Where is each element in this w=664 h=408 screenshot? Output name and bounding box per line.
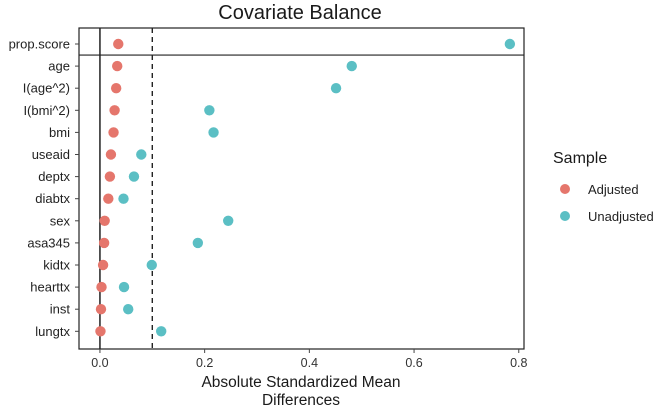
x-axis-label-line-1: Absolute Standardized Mean bbox=[201, 374, 400, 391]
point-unadjusted-i-age-2 bbox=[330, 83, 342, 94]
point-unadjusted-prop-score bbox=[504, 38, 516, 50]
legend-title: Sample bbox=[553, 150, 607, 167]
y-tick-label-deptx: deptx bbox=[38, 169, 70, 184]
y-tick-label-i-bmi-2: I(bmi^2) bbox=[23, 103, 70, 118]
x-tick-label-2: 0.4 bbox=[301, 356, 318, 370]
point-adjusted-useaid bbox=[105, 149, 117, 160]
legend: Sample Adjusted Unadjusted bbox=[553, 150, 654, 224]
legend-label-adjusted: Adjusted bbox=[588, 182, 639, 197]
point-adjusted-sex bbox=[99, 215, 110, 226]
y-tick-label-inst: inst bbox=[50, 302, 71, 317]
point-unadjusted-asa345 bbox=[192, 237, 204, 249]
point-unadjusted-i-bmi-2 bbox=[204, 105, 215, 116]
point-adjusted-diabtx bbox=[103, 193, 114, 204]
point-unadjusted-useaid bbox=[136, 149, 147, 160]
legend-marker-adjusted bbox=[560, 184, 570, 194]
y-tick-label-asa345: asa345 bbox=[27, 235, 70, 250]
point-unadjusted-age bbox=[346, 60, 357, 72]
x-tick-label-0: 0.0 bbox=[91, 356, 108, 370]
point-adjusted-lungtx bbox=[95, 326, 106, 337]
point-unadjusted-bmi bbox=[208, 127, 219, 138]
y-tick-label-prop-score: prop.score bbox=[9, 37, 70, 52]
legend-marker-unadjusted bbox=[560, 211, 570, 221]
y-tick-label-hearttx: hearttx bbox=[30, 280, 70, 295]
point-unadjusted-diabtx bbox=[118, 193, 129, 204]
point-adjusted-i-bmi-2 bbox=[109, 105, 120, 116]
point-unadjusted-deptx bbox=[128, 171, 140, 182]
point-unadjusted-lungtx bbox=[155, 326, 167, 337]
y-tick-label-lungtx: lungtx bbox=[35, 324, 70, 339]
point-adjusted-deptx bbox=[104, 171, 116, 182]
point-unadjusted-kidtx bbox=[146, 259, 157, 271]
y-tick-label-diabtx: diabtx bbox=[35, 191, 70, 206]
y-tick-label-kidtx: kidtx bbox=[43, 258, 70, 273]
point-adjusted-inst bbox=[95, 304, 107, 315]
x-tick-label-1: 0.2 bbox=[196, 356, 213, 370]
x-axis-label-line-2: Differences bbox=[262, 392, 340, 408]
point-adjusted-asa345 bbox=[98, 237, 110, 249]
legend-label-unadjusted: Unadjusted bbox=[588, 209, 654, 224]
x-tick-label-4: 0.8 bbox=[510, 356, 527, 370]
y-tick-label-sex: sex bbox=[50, 213, 71, 228]
y-tick-label-bmi: bmi bbox=[49, 125, 70, 140]
point-unadjusted-inst bbox=[123, 304, 134, 315]
point-adjusted-age bbox=[112, 60, 123, 72]
point-adjusted-i-age-2 bbox=[110, 83, 122, 94]
chart-title: Covariate Balance bbox=[218, 2, 381, 24]
point-unadjusted-sex bbox=[223, 215, 234, 226]
point-adjusted-hearttx bbox=[96, 281, 107, 293]
point-adjusted-bmi bbox=[108, 127, 119, 138]
y-tick-label-i-age-2: I(age^2) bbox=[23, 81, 70, 96]
point-unadjusted-hearttx bbox=[118, 281, 130, 293]
x-tick-label-3: 0.6 bbox=[405, 356, 422, 370]
point-adjusted-kidtx bbox=[97, 259, 109, 271]
y-tick-label-age: age bbox=[48, 59, 70, 74]
plot-panel-border bbox=[78, 27, 525, 350]
point-adjusted-prop-score bbox=[113, 38, 124, 50]
y-tick-label-useaid: useaid bbox=[32, 147, 70, 162]
